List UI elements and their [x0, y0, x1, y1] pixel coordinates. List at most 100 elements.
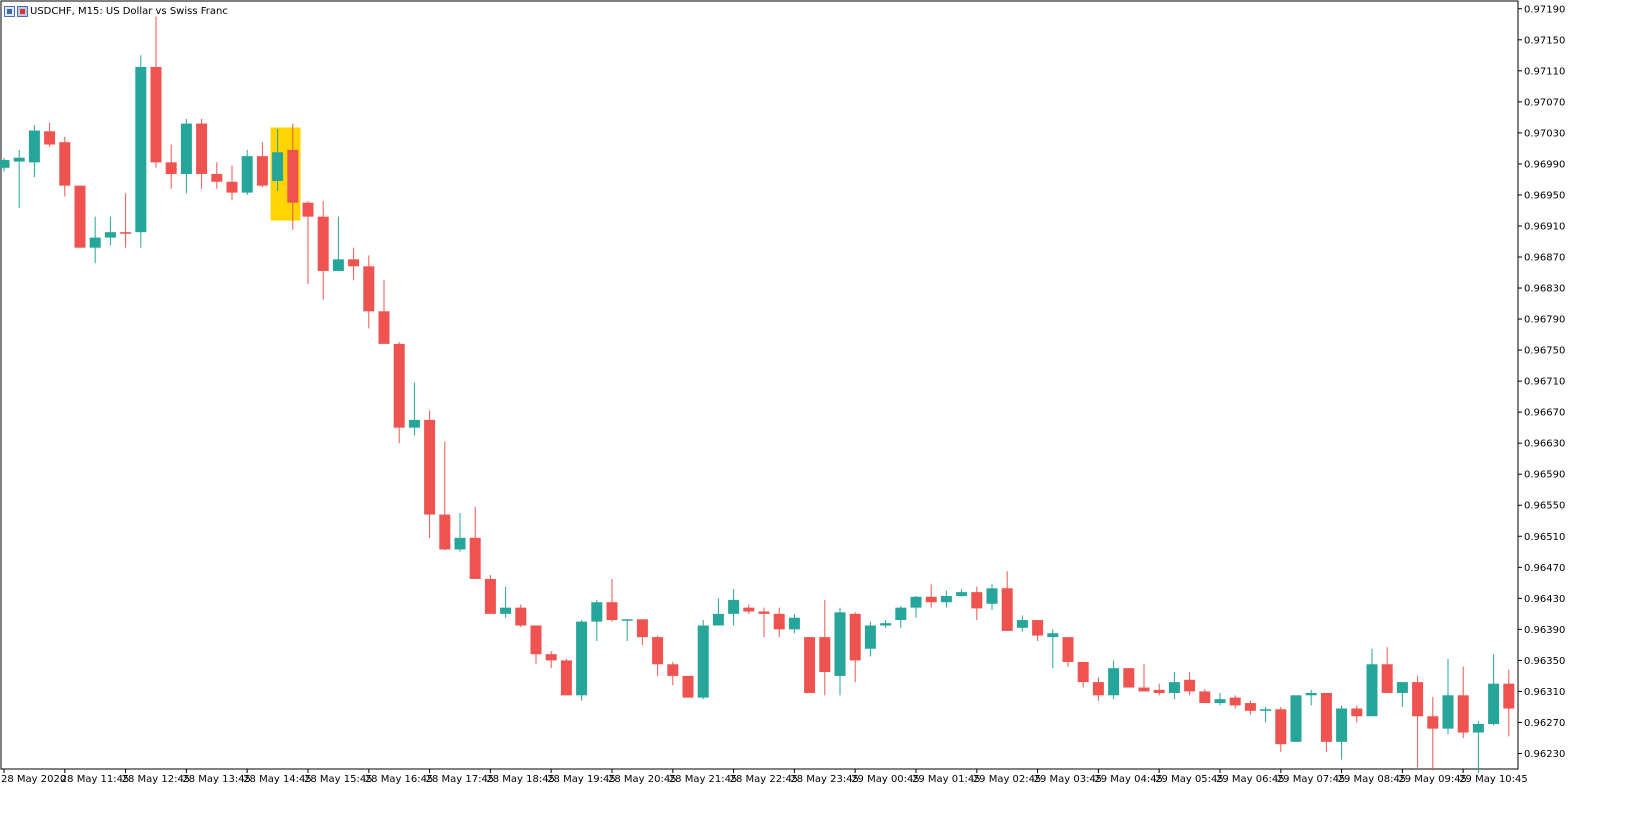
- candle: [804, 637, 816, 693]
- candle-body: [196, 123, 208, 174]
- candle: [393, 342, 405, 444]
- candle-body: [1244, 703, 1256, 711]
- candle-body: [652, 637, 664, 665]
- candle-body: [530, 625, 542, 655]
- candle-body: [1412, 682, 1424, 717]
- y-tick-label: 0.96270: [1524, 718, 1565, 729]
- chart-type-icon[interactable]: [17, 5, 28, 17]
- candle: [1396, 682, 1408, 707]
- x-tick-label: 28 May 12:45: [122, 774, 191, 785]
- y-tick-label: 0.97150: [1524, 35, 1565, 46]
- candle: [606, 578, 618, 622]
- candle-body: [1260, 709, 1272, 711]
- candle: [1108, 660, 1120, 700]
- candle: [104, 216, 116, 246]
- candle: [1442, 658, 1454, 735]
- x-tick-label: 28 May 17:45: [426, 774, 495, 785]
- candle: [454, 513, 466, 552]
- x-tick-label: 28 May 2020: [1, 774, 66, 785]
- candle-body: [28, 130, 40, 163]
- candle: [986, 584, 998, 610]
- candle: [697, 620, 709, 700]
- candle-body: [1077, 661, 1089, 683]
- candle-body: [606, 602, 618, 621]
- candle: [44, 122, 56, 147]
- candle: [196, 118, 208, 189]
- x-tick-label: 29 May 10:45: [1459, 774, 1528, 785]
- candle: [28, 125, 40, 178]
- y-tick-label: 0.97190: [1524, 4, 1565, 15]
- candle: [652, 635, 664, 676]
- candle-body: [1290, 695, 1302, 742]
- candle: [348, 247, 360, 281]
- candle-body: [13, 157, 25, 162]
- candle: [682, 675, 694, 698]
- candle-body: [59, 142, 71, 186]
- candle: [864, 621, 876, 657]
- chart-window-icon[interactable]: [4, 5, 15, 17]
- candle: [59, 136, 71, 197]
- candle: [1047, 629, 1059, 669]
- candle: [621, 619, 633, 641]
- candle: [1275, 706, 1287, 752]
- y-tick-label: 0.96710: [1524, 377, 1565, 388]
- candle-body: [788, 617, 800, 630]
- candle-body: [1488, 683, 1500, 725]
- candle-body: [256, 156, 268, 186]
- y-tick-label: 0.96310: [1524, 687, 1565, 698]
- candle: [667, 661, 679, 686]
- x-tick-label: 29 May 09:45: [1398, 774, 1467, 785]
- candle-body: [621, 619, 633, 621]
- x-tick-label: 28 May 15:45: [304, 774, 373, 785]
- candle: [150, 16, 162, 168]
- candle: [925, 584, 937, 608]
- candle: [1032, 620, 1044, 641]
- y-tick-label: 0.96470: [1524, 563, 1565, 574]
- candle: [89, 216, 101, 264]
- candle: [378, 280, 390, 344]
- candle: [1214, 692, 1226, 706]
- x-tick-label: 28 May 18:45: [486, 774, 555, 785]
- candle-body: [682, 675, 694, 698]
- candle-body: [1047, 633, 1059, 638]
- candle-body: [1396, 682, 1408, 693]
- candle-body: [1442, 695, 1454, 729]
- candle-body: [667, 664, 679, 676]
- candle-body: [393, 343, 405, 428]
- candle-body: [545, 654, 557, 661]
- candle: [287, 123, 299, 230]
- x-tick-label: 28 May 14:45: [243, 774, 312, 785]
- candle: [1138, 664, 1150, 692]
- x-tick-label: 28 May 11:45: [61, 774, 130, 785]
- candle-body: [89, 237, 101, 248]
- candle: [1412, 675, 1424, 768]
- candle-body: [74, 185, 86, 248]
- candle-body: [1092, 682, 1104, 696]
- candle: [272, 129, 284, 192]
- candle-body: [241, 156, 253, 193]
- candle: [591, 599, 603, 641]
- candle-body: [469, 537, 481, 579]
- candle-body: [302, 202, 314, 217]
- candle-body: [180, 123, 192, 174]
- candle: [1123, 668, 1135, 688]
- candle-body: [1199, 691, 1211, 704]
- candle-body: [439, 514, 451, 550]
- candle: [439, 441, 451, 551]
- x-tick-label: 28 May 16:45: [365, 774, 434, 785]
- candle-body: [1062, 637, 1074, 662]
- candle: [469, 506, 481, 579]
- candles-layer: [0, 16, 1515, 773]
- candle: [500, 586, 512, 618]
- candle-body: [104, 232, 116, 238]
- candle-body: [1138, 687, 1150, 692]
- candle-body: [1457, 695, 1469, 733]
- y-tick-label: 0.96550: [1524, 501, 1565, 512]
- candle: [0, 157, 10, 172]
- candle-body: [1305, 692, 1317, 696]
- y-tick-label: 0.96670: [1524, 408, 1565, 419]
- candle-body: [1153, 689, 1165, 693]
- candle-body: [591, 602, 603, 622]
